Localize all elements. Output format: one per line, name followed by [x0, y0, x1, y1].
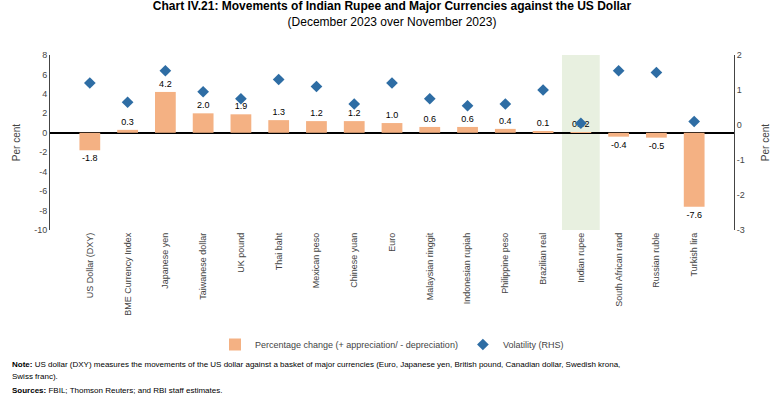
- svg-text:4.2: 4.2: [159, 79, 172, 89]
- svg-text:0.6: 0.6: [424, 114, 437, 124]
- svg-text:0.1: 0.1: [537, 118, 550, 128]
- svg-text:2: 2: [737, 50, 742, 60]
- svg-text:Philippine peso: Philippine peso: [500, 233, 510, 294]
- svg-text:Russian ruble: Russian ruble: [651, 233, 661, 288]
- svg-text:Mexican peso: Mexican peso: [311, 233, 321, 289]
- svg-text:Volatility (RHS): Volatility (RHS): [503, 340, 564, 350]
- svg-text:0.4: 0.4: [499, 116, 512, 126]
- svg-text:8: 8: [42, 50, 47, 60]
- svg-text:Japanese yen: Japanese yen: [160, 233, 170, 289]
- svg-text:Euro: Euro: [387, 233, 397, 252]
- svg-text:-6: -6: [39, 186, 47, 196]
- svg-text:-2: -2: [737, 190, 745, 200]
- svg-text:Turkish lira: Turkish lira: [689, 233, 699, 277]
- svg-text:0.02: 0.02: [572, 119, 590, 129]
- svg-text:UK pound: UK pound: [236, 233, 246, 273]
- svg-text:Percentage change (+ appreciat: Percentage change (+ appreciation/ - dep…: [255, 340, 458, 350]
- svg-text:1.2: 1.2: [310, 108, 323, 118]
- svg-text:-10: -10: [34, 225, 47, 235]
- svg-text:4: 4: [42, 89, 47, 99]
- svg-text:0: 0: [737, 120, 742, 130]
- svg-text:1.0: 1.0: [386, 110, 399, 120]
- svg-text:0.3: 0.3: [121, 117, 134, 127]
- svg-text:BME Currency Index: BME Currency Index: [123, 232, 133, 316]
- svg-text:-3: -3: [737, 225, 745, 235]
- svg-text:Malaysian ringgit: Malaysian ringgit: [425, 232, 435, 300]
- svg-text:-0.5: -0.5: [649, 141, 665, 151]
- svg-text:-4: -4: [39, 167, 47, 177]
- svg-text:0.6: 0.6: [461, 114, 474, 124]
- svg-text:2: 2: [42, 108, 47, 118]
- svg-text:-2: -2: [39, 147, 47, 157]
- svg-text:-7.6: -7.6: [686, 210, 702, 220]
- svg-text:-1.8: -1.8: [82, 153, 98, 163]
- svg-text:Thai baht: Thai baht: [274, 232, 284, 270]
- svg-text:US Dollar (DXY): US Dollar (DXY): [85, 233, 95, 299]
- svg-text:1: 1: [737, 85, 742, 95]
- svg-text:Per cent: Per cent: [760, 124, 771, 161]
- svg-text:0: 0: [42, 128, 47, 138]
- svg-text:Indian rupee: Indian rupee: [576, 233, 586, 283]
- svg-text:Taiwanese dollar: Taiwanese dollar: [198, 233, 208, 300]
- svg-text:-0.4: -0.4: [611, 140, 627, 150]
- svg-text:-1: -1: [737, 155, 745, 165]
- svg-text:Per cent: Per cent: [11, 124, 22, 161]
- svg-text:1.9: 1.9: [235, 101, 248, 111]
- svg-text:Chinese yuan: Chinese yuan: [349, 233, 359, 288]
- svg-text:Note: US dollar (DXY) measures: Note: US dollar (DXY) measures the movem…: [12, 360, 620, 369]
- svg-text:-8: -8: [39, 206, 47, 216]
- svg-text:Sources: FBIL; Thomson Reuters: Sources: FBIL; Thomson Reuters; and RBI …: [12, 386, 222, 395]
- svg-text:1.2: 1.2: [348, 108, 361, 118]
- svg-text:Brazilian real: Brazilian real: [538, 233, 548, 285]
- svg-text:1.3: 1.3: [272, 107, 285, 117]
- svg-text:South African rand: South African rand: [614, 233, 624, 307]
- svg-text:6: 6: [42, 70, 47, 80]
- svg-text:Chart IV.21: Movements of Indi: Chart IV.21: Movements of Indian Rupee a…: [153, 0, 632, 29]
- svg-text:Swiss franc).: Swiss franc).: [12, 372, 58, 381]
- svg-text:2.0: 2.0: [197, 100, 210, 110]
- svg-text:Indonesian rupiah: Indonesian rupiah: [462, 233, 472, 305]
